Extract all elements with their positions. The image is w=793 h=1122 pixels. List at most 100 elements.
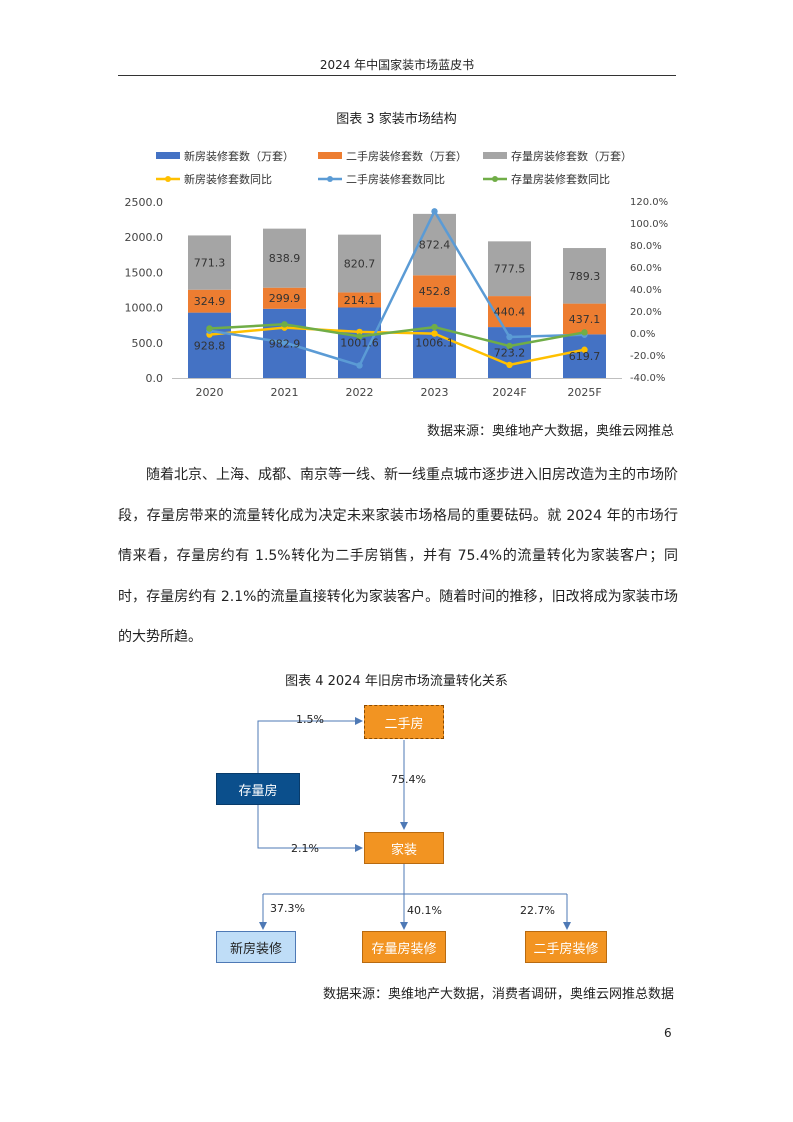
edge-label-second-to-decoration: 75.4% — [391, 773, 426, 786]
bar-value-label-3: 771.3 — [194, 257, 226, 270]
figure3-source: 数据来源：奥维地产大数据，奥维云网推总 — [426, 424, 674, 439]
node-existing-house-renovation: 存量房装修 — [362, 931, 446, 963]
bar-value-label-2: 452.8 — [419, 285, 451, 298]
figure3-caption: 图表 3 家装市场结构 — [336, 112, 457, 127]
node-new-house-renovation: 新房装修 — [216, 931, 296, 963]
bar-3 — [488, 241, 531, 297]
legend-label-line-1: 新房装修套数同比 — [184, 172, 272, 186]
node-second-hand-renovation: 二手房装修 — [525, 931, 607, 963]
y-right-tick-label: 60.0% — [630, 263, 662, 274]
legend-marker-1 — [165, 176, 171, 182]
bar-value-label-3: 789.3 — [569, 270, 601, 283]
series-line-3 — [209, 323, 585, 348]
line-point-2 — [356, 362, 363, 369]
y-left-tick-label: 0.0 — [146, 372, 164, 385]
x-tick-label: 2024F — [492, 386, 526, 399]
y-left-tick-label: 2000.0 — [125, 231, 164, 244]
edge-label-to-new-reno: 37.3% — [270, 902, 305, 915]
line-point-1 — [506, 361, 513, 369]
y-right-tick-label: 100.0% — [630, 219, 668, 230]
header-rule — [118, 75, 676, 76]
edge-decoration-branch — [263, 864, 567, 895]
bar-1 — [188, 312, 231, 378]
legend-marker-2 — [327, 176, 333, 182]
y-left-tick-label: 1000.0 — [125, 302, 164, 315]
bar-2 — [413, 275, 456, 308]
body-text: 随着北京、上海、成都、南京等一线、新一线重点城市逐步进入旧房改造为主的市场阶段，… — [118, 467, 678, 645]
legend-marker-3 — [492, 176, 498, 182]
bar-value-label-2: 440.4 — [494, 306, 526, 319]
bar-1 — [563, 334, 606, 378]
bar-value-label-2: 437.1 — [569, 313, 601, 326]
line-point-3 — [281, 321, 288, 328]
y-right-tick-label: 40.0% — [630, 285, 662, 296]
figure4-caption: 图表 4 2024 年旧房市场流量转化关系 — [285, 674, 508, 689]
legend-label-1: 新房装修套数（万套） — [184, 149, 294, 163]
series-line-2 — [209, 210, 585, 367]
bar-value-label-1: 982.9 — [269, 337, 301, 350]
line-point-3 — [506, 342, 513, 350]
y-right-tick-label: 20.0% — [630, 307, 662, 318]
bar-value-label-1: 1001.6 — [340, 337, 379, 350]
bar-2 — [263, 287, 306, 309]
line-point-2 — [431, 208, 438, 215]
y-left-tick-label: 2500.0 — [125, 196, 164, 209]
y-right-tick-label: 80.0% — [630, 241, 662, 252]
x-tick-label: 2020 — [196, 386, 224, 399]
bar-3 — [413, 213, 456, 276]
bar-value-label-3: 820.7 — [344, 258, 376, 271]
y-right-tick-label: 120.0% — [630, 197, 668, 208]
bar-3 — [188, 235, 231, 290]
y-left-tick-label: 1500.0 — [125, 266, 164, 279]
edge-label-existing-to-second: 1.5% — [296, 713, 324, 726]
y-right-tick-label: 0.0% — [630, 329, 655, 340]
edge-label-to-second-reno: 22.7% — [520, 904, 555, 917]
x-tick-label: 2021 — [271, 386, 299, 399]
bar-2 — [338, 292, 381, 308]
line-point-3 — [581, 329, 588, 336]
bar-value-label-1: 723.2 — [494, 347, 526, 360]
y-right-tick-label: -40.0% — [630, 373, 665, 384]
node-decoration: 家装 — [364, 832, 444, 864]
page-number: 6 — [664, 1026, 672, 1040]
bar-1 — [413, 307, 456, 378]
legend-label-line-3: 存量房装修套数同比 — [511, 172, 610, 186]
page-header: 2024 年中国家装市场蓝皮书 — [319, 58, 475, 72]
y-left-tick-label: 500.0 — [132, 337, 164, 350]
edge-label-existing-to-decoration: 2.1% — [291, 842, 319, 855]
node-second-hand-house: 二手房 — [364, 705, 444, 739]
line-point-3 — [431, 323, 438, 331]
bar-value-label-3: 838.9 — [269, 252, 301, 265]
bar-value-label-2: 324.9 — [194, 295, 226, 308]
bar-3 — [338, 234, 381, 293]
line-point-3 — [206, 325, 213, 332]
body-paragraph: 随着北京、上海、成都、南京等一线、新一线重点城市逐步进入旧房改造为主的市场阶段，… — [118, 455, 678, 658]
legend-swatch-2 — [318, 152, 342, 159]
x-tick-label: 2023 — [421, 386, 449, 399]
line-point-2 — [506, 333, 513, 341]
bar-value-label-1: 1006.1 — [415, 337, 454, 350]
bar-3 — [563, 248, 606, 304]
bar-value-label-1: 928.8 — [194, 339, 226, 352]
line-point-2 — [281, 339, 288, 346]
legend-label-3: 存量房装修套数（万套） — [511, 149, 632, 163]
edge-existing-to-second — [257, 717, 363, 773]
figure4-source: 数据来源：奥维地产大数据，消费者调研，奥维云网推总数据 — [322, 987, 674, 1002]
legend-swatch-1 — [156, 152, 180, 159]
market-structure-chart: 新房装修套数（万套） 二手房装修套数（万套） 存量房装修套数（万套） 新房装修套数同比… — [125, 149, 669, 399]
bar-value-label-3: 777.5 — [494, 263, 526, 276]
bar-2 — [188, 289, 231, 313]
bar-value-label-3: 872.4 — [419, 239, 451, 252]
x-tick-label: 2022 — [346, 386, 374, 399]
legend-label-2: 二手房装修套数（万套） — [346, 149, 467, 163]
node-existing-house: 存量房 — [216, 773, 300, 805]
line-point-3 — [356, 333, 363, 340]
bar-value-label-2: 299.9 — [269, 292, 301, 305]
y-right-tick-label: -20.0% — [630, 351, 665, 362]
bar-value-label-1: 619.7 — [569, 350, 601, 363]
legend-swatch-3 — [483, 152, 507, 159]
bar-value-label-2: 214.1 — [344, 294, 376, 307]
line-point-1 — [581, 346, 588, 353]
line-point-1 — [356, 328, 363, 336]
line-point-1 — [431, 330, 438, 337]
